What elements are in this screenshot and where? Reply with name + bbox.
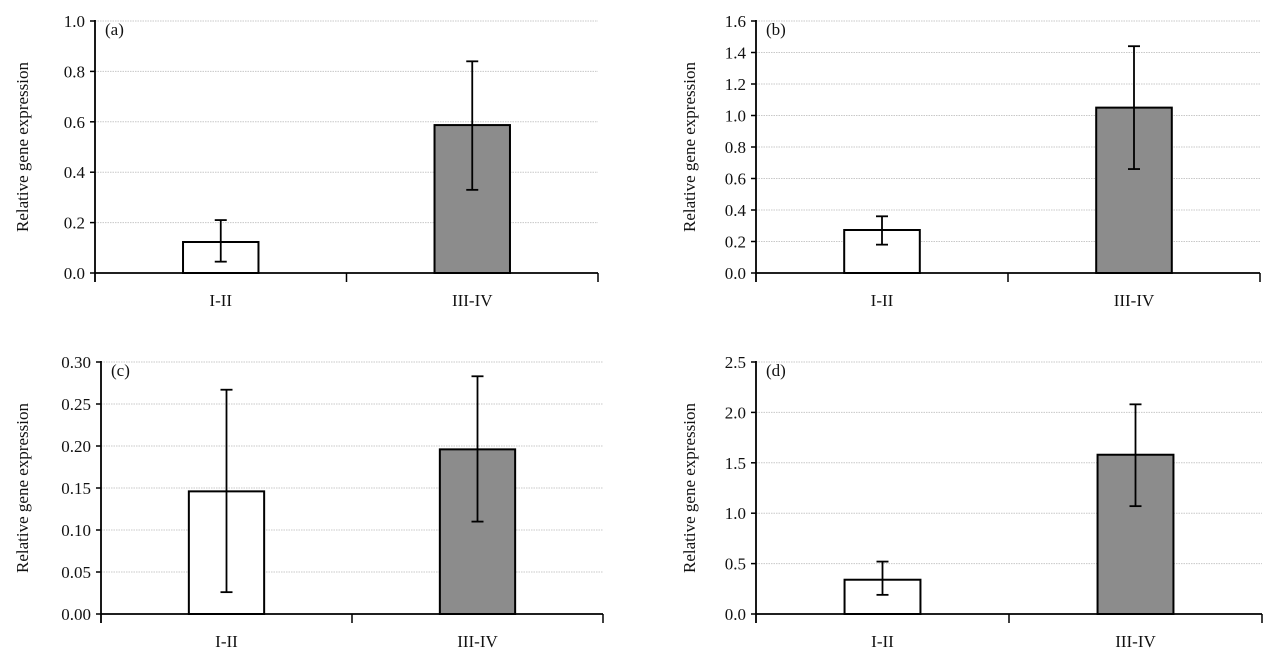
y-tick-label: 1.6: [725, 12, 746, 31]
y-tick-label: 1.0: [64, 12, 85, 31]
x-tick-label: I-II: [871, 632, 894, 651]
y-axis-label: Relative gene expression: [680, 62, 699, 232]
y-tick-label: 0.25: [61, 395, 91, 414]
y-tick-label: 0.05: [61, 563, 91, 582]
panel-label: (d): [766, 361, 786, 380]
y-tick-label: 0.15: [61, 479, 91, 498]
y-tick-label: 0.0: [725, 264, 746, 283]
panel-label: (c): [111, 361, 130, 380]
panel-label: (a): [105, 20, 124, 39]
y-tick-label: 0.6: [64, 113, 85, 132]
y-tick-label: 1.5: [725, 454, 746, 473]
panel-c: 0.00 0.05 0.10 0.15 0.20 0.25 0.30 I-II III-IV (c…: [13, 353, 604, 651]
panel-d: 0.0 0.5 1.0 1.5 2.0 2.5 I-II III-IV (d) Relative …: [680, 353, 1263, 651]
y-tick-label: 1.0: [725, 107, 746, 126]
y-tick-label: 0.4: [725, 201, 747, 220]
y-tick-label: 0.10: [61, 521, 91, 540]
x-tick-label: III-IV: [1114, 291, 1155, 310]
x-tick-label: III-IV: [1115, 632, 1156, 651]
x-tick-label: III-IV: [452, 291, 493, 310]
y-tick-label: 0.00: [61, 605, 91, 624]
y-axis-label: Relative gene expression: [13, 62, 32, 232]
y-tick-label: 0.8: [64, 62, 85, 81]
y-tick-label: 0.30: [61, 353, 91, 372]
y-tick-label: 0.8: [725, 138, 746, 157]
y-tick-label: 0.2: [725, 233, 746, 252]
y-tick-label: 1.2: [725, 75, 746, 94]
x-tick-label: I-II: [209, 291, 232, 310]
x-tick-label: I-II: [215, 632, 238, 651]
y-tick-label: 2.5: [725, 353, 746, 372]
y-axis-label: Relative gene expression: [13, 403, 32, 573]
panel-label: (b): [766, 20, 786, 39]
y-tick-label: 1.0: [725, 504, 746, 523]
x-tick-label: I-II: [871, 291, 894, 310]
y-tick-label: 0.5: [725, 555, 746, 574]
y-tick-label: 0.6: [725, 170, 746, 189]
panel-b: 0.0 0.2 0.4 0.6 0.8 1.0 1.2 1.4 1.6 I-II III-IV (b)…: [680, 12, 1261, 310]
y-tick-label: 1.4: [725, 44, 747, 63]
y-tick-label: 0.4: [64, 163, 86, 182]
x-tick-label: III-IV: [457, 632, 498, 651]
panel-a: 0.0 0.2 0.4 0.6 0.8 1.0 I-II III-IV (a) Relative …: [13, 12, 599, 310]
y-axis-label: Relative gene expression: [680, 403, 699, 573]
y-tick-label: 2.0: [725, 403, 746, 422]
y-tick-label: 0.0: [725, 605, 746, 624]
y-tick-label: 0.20: [61, 437, 91, 456]
y-tick-label: 0.2: [64, 214, 85, 233]
y-tick-label: 0.0: [64, 264, 85, 283]
